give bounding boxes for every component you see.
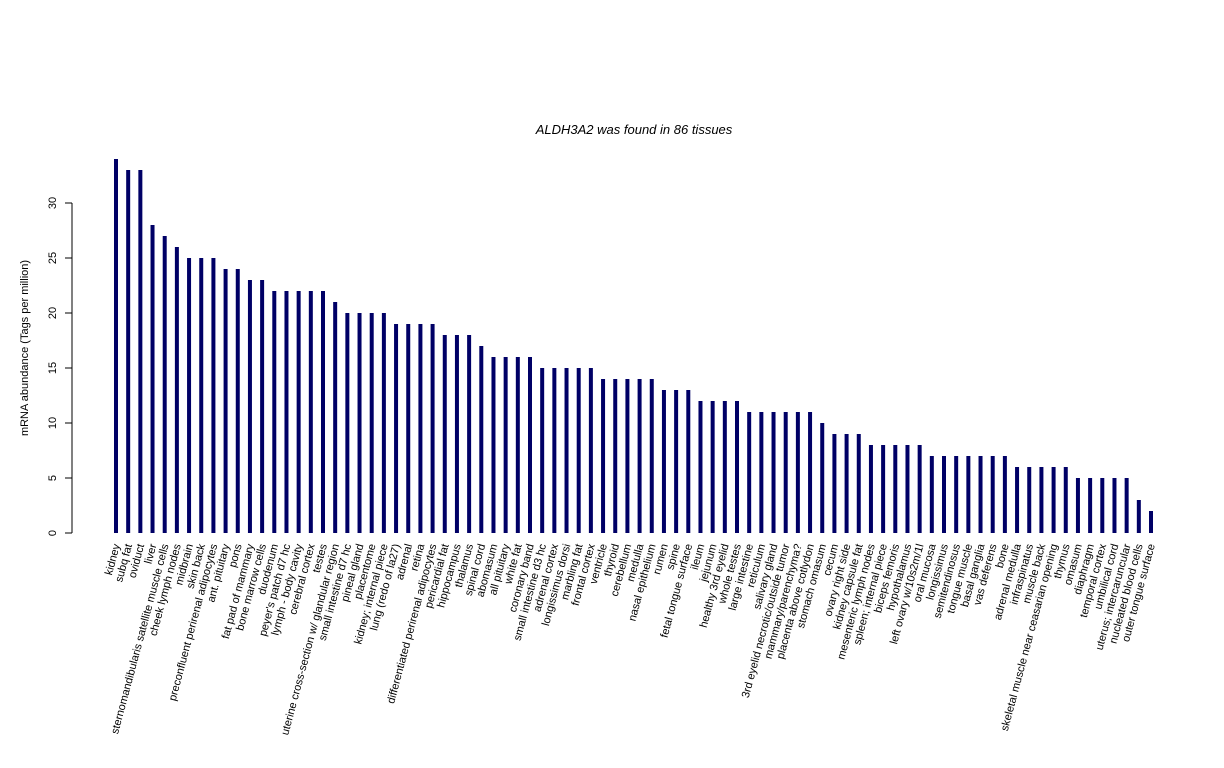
bar	[1112, 478, 1117, 533]
bar	[187, 258, 192, 533]
bar	[1100, 478, 1105, 533]
bar	[1063, 467, 1068, 533]
bar	[223, 269, 228, 533]
bar	[564, 368, 569, 533]
bar	[138, 170, 143, 533]
bar	[759, 412, 764, 533]
bar	[1051, 467, 1056, 533]
y-tick-label: 10	[47, 417, 59, 429]
bar	[247, 280, 252, 533]
bar	[686, 390, 691, 533]
y-tick-label: 5	[47, 475, 59, 481]
bar	[942, 456, 946, 533]
bar	[515, 357, 520, 533]
bar	[1015, 467, 1020, 533]
bar	[199, 258, 204, 533]
bar	[576, 368, 581, 533]
bar	[1124, 478, 1129, 533]
bar	[114, 159, 118, 533]
bar	[588, 368, 593, 533]
bar	[978, 456, 983, 533]
bar	[601, 379, 606, 533]
y-axis-label: mRNA abundance (Tags per million)	[19, 260, 31, 436]
bar	[369, 313, 374, 533]
bar	[442, 335, 447, 533]
bar	[722, 401, 727, 533]
bar	[820, 423, 825, 533]
bar	[808, 412, 813, 533]
bar	[150, 225, 155, 533]
bar	[735, 401, 739, 533]
bar	[357, 313, 362, 533]
bar	[832, 434, 837, 533]
bar	[503, 357, 508, 533]
bar	[710, 401, 715, 533]
bar	[126, 170, 131, 533]
bar	[308, 291, 313, 533]
bar	[211, 258, 216, 533]
bar	[345, 313, 350, 533]
bar	[430, 324, 435, 533]
bar	[321, 291, 325, 533]
bar	[795, 412, 800, 533]
bar	[1039, 467, 1044, 533]
bar	[284, 291, 289, 533]
bar	[771, 412, 776, 533]
y-tick-label: 25	[47, 252, 59, 264]
x-tick-label: liver	[143, 542, 160, 565]
bar	[174, 247, 179, 533]
bar	[783, 412, 788, 533]
bar	[674, 390, 679, 533]
bar	[381, 313, 386, 533]
bar	[661, 390, 666, 533]
bar	[747, 412, 752, 533]
y-tick-label: 30	[47, 197, 59, 209]
bar	[528, 357, 532, 533]
bar	[905, 445, 910, 533]
bar	[649, 379, 654, 533]
bar	[540, 368, 545, 533]
bar	[1002, 456, 1007, 533]
bar	[296, 291, 301, 533]
bar	[1088, 478, 1093, 533]
bar	[491, 357, 496, 533]
bar	[613, 379, 618, 533]
chart-title: ALDH3A2 was found in 86 tissues	[535, 122, 733, 137]
bar	[1136, 500, 1141, 533]
bar	[260, 280, 265, 533]
bar	[454, 335, 459, 533]
bar	[162, 236, 167, 533]
bar	[881, 445, 886, 533]
bar	[1149, 511, 1153, 533]
bar	[418, 324, 423, 533]
bar	[394, 324, 399, 533]
bar	[333, 302, 338, 533]
bar	[1075, 478, 1080, 533]
y-tick-label: 20	[47, 307, 59, 319]
bar	[698, 401, 703, 533]
bar	[479, 346, 484, 533]
y-tick-label: 15	[47, 362, 59, 374]
bar	[235, 269, 240, 533]
bar	[954, 456, 959, 533]
bar	[856, 434, 861, 533]
y-tick-label: 0	[47, 530, 59, 536]
bar	[625, 379, 630, 533]
bar	[1027, 467, 1032, 533]
bar	[929, 456, 934, 533]
bar	[966, 456, 971, 533]
bar	[844, 434, 849, 533]
bar	[893, 445, 898, 533]
bar	[467, 335, 472, 533]
bar	[868, 445, 873, 533]
bar	[637, 379, 642, 533]
bar	[272, 291, 277, 533]
bar	[990, 456, 995, 533]
bar	[406, 324, 411, 533]
bar	[917, 445, 922, 533]
bar	[552, 368, 557, 533]
